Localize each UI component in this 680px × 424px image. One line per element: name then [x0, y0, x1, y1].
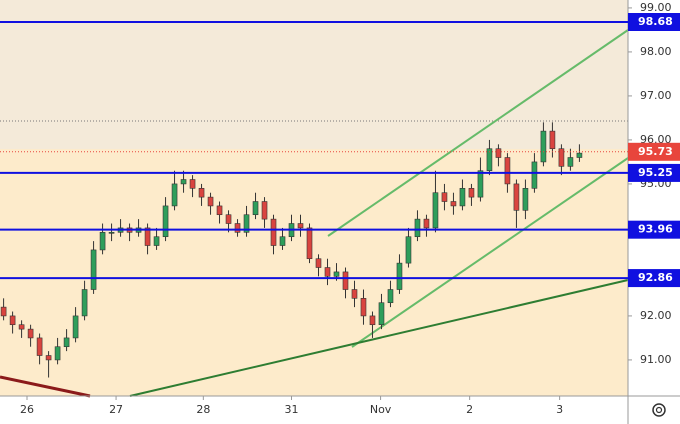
candle-body: [441, 192, 448, 202]
candle-body: [36, 337, 43, 356]
candle-body: [207, 196, 214, 207]
gear[interactable]: [652, 403, 666, 417]
candle-body: [162, 205, 169, 238]
candle-body: [549, 130, 556, 150]
candle-body: [144, 227, 151, 246]
candle-body: [306, 227, 313, 260]
candle-body: [81, 289, 88, 317]
candle-body: [99, 232, 106, 251]
candle-body: [63, 337, 70, 348]
candle-body: [513, 183, 520, 211]
level-label: 95.25: [638, 166, 673, 179]
candle-body: [504, 157, 511, 185]
candle-body: [378, 302, 385, 326]
x-tick-label: Nov: [370, 403, 392, 416]
candle-body: [342, 271, 349, 290]
candle-body: [198, 188, 205, 198]
candle-body: [423, 218, 430, 229]
y-tick-label: 97.00: [640, 89, 672, 102]
gear-hub[interactable]: [655, 406, 663, 414]
candle-body: [270, 218, 277, 246]
x-tick-label: 27: [109, 403, 123, 416]
candle-body: [576, 152, 583, 158]
y-tick-label: 96.00: [640, 133, 672, 146]
settings-icon[interactable]: [652, 403, 666, 417]
candle-body: [531, 161, 538, 189]
x-tick-label: 3: [556, 403, 563, 416]
x-tick-label: 2: [466, 403, 473, 416]
candle-body: [54, 346, 61, 361]
channel-upper: [327, 29, 629, 237]
candle-body: [9, 315, 16, 326]
candle-body: [27, 328, 34, 339]
level-tag: [628, 220, 680, 239]
candle-body: [234, 223, 241, 233]
candle-body: [108, 232, 115, 234]
x-tick-label: 28: [196, 403, 210, 416]
trend-line-red: [0, 375, 91, 398]
candle-body: [450, 201, 457, 207]
candle-body: [315, 258, 322, 268]
candle-body: [243, 214, 250, 233]
level-label: 98.68: [638, 15, 673, 28]
y-tick-label: 91.00: [640, 353, 672, 366]
candle-body: [387, 289, 394, 304]
upper-zone: [0, 0, 628, 149]
candle-body: [477, 170, 484, 198]
candle-body: [0, 306, 7, 317]
candle-body: [324, 267, 331, 277]
candle-body: [216, 205, 223, 216]
candle-body: [189, 179, 196, 189]
candle-body: [486, 148, 493, 172]
candle-body: [297, 223, 304, 229]
channel-lower: [351, 157, 629, 348]
candle-body: [540, 130, 547, 163]
candle-body: [405, 236, 412, 264]
candle-body: [333, 271, 340, 277]
candle-body: [153, 236, 160, 246]
level-label: 92.86: [638, 271, 673, 284]
candle-body: [90, 249, 97, 290]
x-tick-label: 26: [20, 403, 34, 416]
level-tag: [628, 269, 680, 288]
candle-body: [414, 218, 421, 238]
candle-body: [279, 236, 286, 246]
y-tick-label: 99.00: [640, 1, 672, 14]
candle-body: [261, 201, 268, 220]
candle-body: [180, 179, 187, 185]
candle-body: [558, 148, 565, 167]
trend-line: [129, 279, 629, 397]
candle-body: [360, 298, 367, 317]
candle-body: [171, 183, 178, 207]
candle-body: [468, 188, 475, 198]
candle-body: [225, 214, 232, 224]
level-tag: [628, 163, 680, 182]
y-tick-label: 98.00: [640, 45, 672, 58]
x-tick-label: 31: [285, 403, 299, 416]
candle-body: [459, 188, 466, 207]
candle-body: [72, 315, 79, 339]
candle-body: [369, 315, 376, 326]
last-price-label: 95.73: [638, 145, 673, 158]
candle-body: [432, 192, 439, 229]
candle-body: [351, 289, 358, 299]
level-label: 93.96: [638, 223, 673, 236]
candle-body: [567, 157, 574, 167]
candle-body: [495, 148, 502, 158]
candle-body: [45, 355, 52, 361]
y-tick-label: 92.00: [640, 309, 672, 322]
last-price-tag: [628, 142, 680, 161]
candle-body: [252, 201, 259, 216]
candle-body: [396, 262, 403, 290]
candle-body: [522, 188, 529, 211]
level-tag: [628, 13, 680, 31]
candle-body: [18, 324, 25, 330]
